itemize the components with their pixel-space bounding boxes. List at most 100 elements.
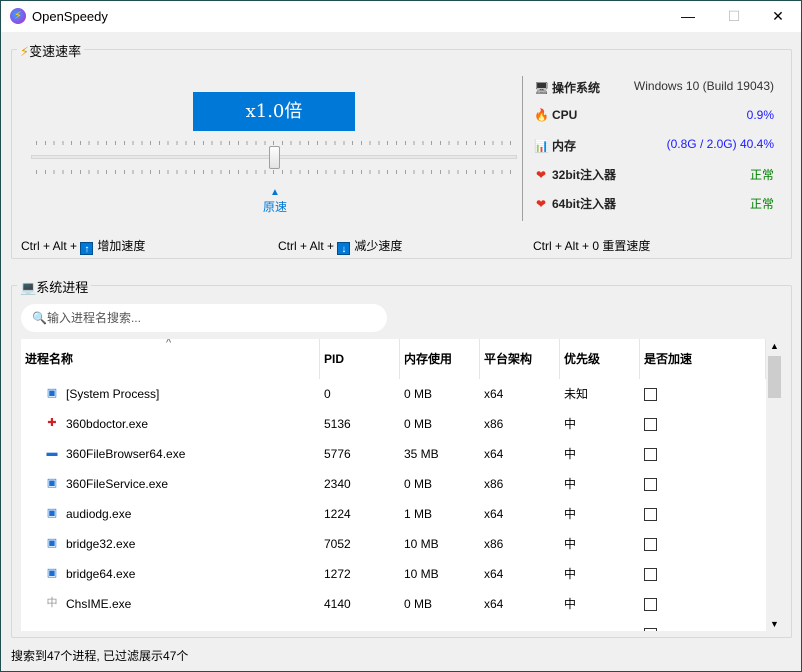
hotkey-increase: Ctrl + Alt + ↑ 增加速度 [21,237,145,255]
system-info-label: 64bit注入器 [552,197,617,211]
process-name: bridge64.exe [66,567,136,581]
window-icon: ▣ [46,387,58,399]
heart-icon: ❤ [535,168,547,182]
process-mem: 0 MB [404,477,433,491]
process-group [11,285,792,638]
close-button[interactable]: ✕ [772,8,784,24]
minimize-button[interactable]: — [681,8,695,24]
system-info-panel: 🖥 操作系统 Windows 10 (Build 19043) 🔥 CPU 0.9% 📊 内存… [522,76,782,221]
maximize-button[interactable]: ☐ [727,8,741,24]
accelerate-checkbox[interactable] [644,448,657,461]
process-name: 360FileService.exe [66,477,169,491]
system-info-value: 正常 [749,197,774,211]
scroll-down-button[interactable]: ▼ [770,619,779,629]
table-row[interactable]: 中 ChsIME.exe 4140 0 MB x64 中 [21,589,766,619]
speed-group [11,49,792,259]
process-pid: 1272 [324,567,351,581]
column-header[interactable]: PID [320,339,400,379]
process-name: 360FileBrowser64.exe [66,447,186,461]
360-doctor-icon: ✚ [47,417,57,429]
process-prio: 中 [564,447,577,461]
scroll-up-button[interactable]: ▲ [770,341,779,351]
sort-indicator: ^ [166,339,172,349]
process-arch: x64 [484,387,504,401]
scroll-thumb[interactable] [768,356,781,398]
process-pid: 4140 [324,597,351,611]
process-name: audiodg.exe [66,507,132,521]
accelerate-checkbox[interactable] [644,568,657,581]
process-arch: x64 [484,597,504,611]
table-row[interactable]: ▣ bridge64.exe 1272 10 MB x64 中 [21,559,766,589]
chart-icon: 📊 [534,139,549,153]
column-header[interactable]: 进程名称 [21,339,320,379]
process-prio: 中 [564,507,577,521]
accelerate-checkbox[interactable] [644,388,657,401]
hotkey-reset: Ctrl + Alt + 0 重置速度 [533,237,650,254]
system-info-row: ❤ 64bit注入器 正常 [534,195,774,215]
system-info-value: 正常 [749,168,774,182]
origin-label: 原速 [262,200,287,214]
table-row[interactable]: ▣ audiodg.exe 1224 1 MB x64 中 [21,499,766,529]
system-info-row: 🔥 CPU 0.9% [534,108,774,128]
system-info-row: 📊 内存 (0.8G / 2.0G) 40.4% [534,137,774,157]
accelerate-checkbox[interactable] [644,418,657,431]
monitor-icon: 🖥 [534,81,550,95]
process-prio: 中 [564,567,577,581]
triangle-up-icon: ▲ [270,187,280,198]
title-bar: ⚡ OpenSpeedy — ☐ ✕ [1,1,801,32]
fire-icon: 🔥 [534,108,549,122]
table-row[interactable]: ▣ bridge32.exe 7052 10 MB x86 中 [21,529,766,559]
process-mem: 35 MB [404,447,439,461]
hotkey-prefix: Ctrl + Alt + [278,239,335,253]
process-pid: 2340 [324,477,351,491]
process-arch: x86 [484,537,504,551]
process-arch: x64 [484,447,504,461]
column-header[interactable]: 平台架构 [480,339,560,379]
vertical-scrollbar[interactable]: ▲ ▼ [766,339,783,631]
speed-slider-thumb[interactable] [269,146,280,169]
accelerate-checkbox[interactable] [644,628,657,631]
ime-icon: 中 [46,597,58,609]
system-info-label: 32bit注入器 [552,168,617,182]
accelerate-checkbox[interactable] [644,478,657,491]
arrow-down-key-icon: ↓ [337,242,351,255]
process-name: bridge32.exe [66,537,136,551]
accelerate-checkbox[interactable] [644,538,657,551]
app-icon: ▣ [46,507,58,519]
search-icon: 🔍 [32,311,47,325]
table-row[interactable]: ▬ [21,619,766,631]
process-arch: x86 [484,477,504,491]
search-input[interactable]: 🔍输入进程名搜索... [21,304,387,332]
accelerate-checkbox[interactable] [644,508,657,521]
column-header[interactable]: 内存使用 [400,339,480,379]
hotkey-label: 减少速度 [354,239,403,253]
table-row[interactable]: ✚ 360bdoctor.exe 5136 0 MB x86 中 [21,409,766,439]
process-name: [System Process] [66,387,160,401]
process-name: ChsIME.exe [66,597,132,611]
process-arch: x64 [484,567,504,581]
process-prio: 中 [564,537,577,551]
speed-group-title: 变速速率 [29,44,82,59]
lightning-icon: ⚡ [20,44,30,59]
folder-icon: ▬ [46,447,58,459]
hotkey-label: 增加速度 [97,239,146,253]
process-prio: 中 [564,477,577,491]
table-row[interactable]: ▣ [System Process] 0 0 MB x64 未知 [21,379,766,409]
system-info-label: CPU [552,108,578,122]
system-info-label: 操作系统 [552,81,601,95]
process-pid: 7052 [324,537,351,551]
system-info-value: (0.8G / 2.0G) 40.4% [666,137,774,151]
system-info-row: 🖥 操作系统 Windows 10 (Build 19043) [534,79,774,99]
process-pid: 5136 [324,417,351,431]
status-bar: 搜索到47个进程, 已过滤展示47个 [11,649,189,663]
accelerate-checkbox[interactable] [644,598,657,611]
table-row[interactable]: ▬ 360FileBrowser64.exe 5776 35 MB x64 中 [21,439,766,469]
system-info-label: 内存 [552,139,577,153]
column-header[interactable]: 优先级 [560,339,640,379]
table-row[interactable]: ▣ 360FileService.exe 2340 0 MB x86 中 [21,469,766,499]
slider-ticks-bottom [36,170,516,174]
hotkey-label: 重置速度 [602,239,651,253]
column-header[interactable]: 是否加速 [640,339,766,379]
app-icon: ▬ [45,627,59,631]
